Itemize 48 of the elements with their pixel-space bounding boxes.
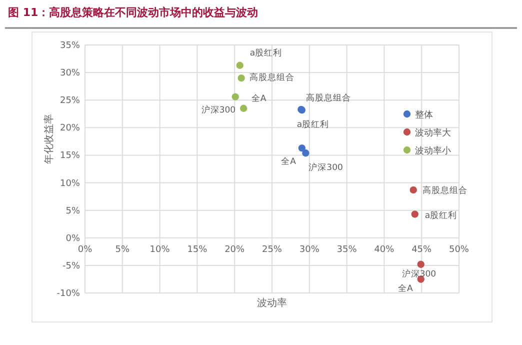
x-tick-label: 45% xyxy=(412,244,432,255)
x-axis-title: 波动率 xyxy=(257,297,287,309)
x-tick-label: 25% xyxy=(262,244,282,255)
y-tick-label: -10% xyxy=(56,289,80,299)
y-axis-title: 年化收益率 xyxy=(43,114,55,164)
legend-label: 波动率大 xyxy=(415,128,451,138)
point xyxy=(298,144,306,152)
y-tick-label: 10% xyxy=(60,178,80,189)
y-tick-label: 20% xyxy=(60,124,80,134)
x-tick-label: 30% xyxy=(299,244,320,255)
y-tick-label: 35% xyxy=(60,41,80,51)
x-tick-label: 40% xyxy=(374,244,395,255)
annotation: 全A xyxy=(281,156,296,168)
annotation: 全A xyxy=(251,92,266,104)
point xyxy=(236,62,244,69)
legend-label: 整体 xyxy=(415,110,433,120)
y-tick-label: 25% xyxy=(60,96,80,106)
y-tick-label: 15% xyxy=(60,151,80,162)
x-tick-label: 35% xyxy=(336,244,358,255)
point xyxy=(240,104,248,112)
point xyxy=(410,186,417,194)
y-tick-label: 5% xyxy=(66,206,80,216)
annotation: 沪深300 xyxy=(308,162,343,174)
point xyxy=(302,149,310,157)
annotation: 高股息组合 xyxy=(249,72,294,84)
x-tick-label: 5% xyxy=(115,244,130,255)
annotation: 全A xyxy=(398,283,414,294)
x-tick-label: 15% xyxy=(187,244,208,255)
x-tick-label: 10% xyxy=(150,244,170,255)
point xyxy=(411,210,418,218)
y-tick-label: -5% xyxy=(62,261,80,272)
x-tick-label: 0% xyxy=(78,244,93,255)
x-tick-label: 50% xyxy=(448,244,470,255)
legend-label: 波动率小 xyxy=(415,146,451,156)
annotation: 高股息组合 xyxy=(422,184,468,196)
annotation: a股红利 xyxy=(424,210,458,222)
chart-title: 图 11：高股息策略在不同波动市场中的收益与波动 xyxy=(8,6,258,19)
point xyxy=(232,93,239,100)
annotation: a股红利 xyxy=(296,119,330,130)
annotation: 沪深300 xyxy=(201,104,236,116)
annotation: a股红利 xyxy=(250,47,282,58)
point xyxy=(417,260,424,268)
y-tick-label: 0% xyxy=(66,234,80,244)
y-tick-label: 30% xyxy=(60,68,80,79)
annotation: 高股息组合 xyxy=(306,92,352,104)
annotation: 沪深300 xyxy=(402,268,436,280)
x-tick-label: 20% xyxy=(224,244,246,255)
point xyxy=(238,74,245,82)
